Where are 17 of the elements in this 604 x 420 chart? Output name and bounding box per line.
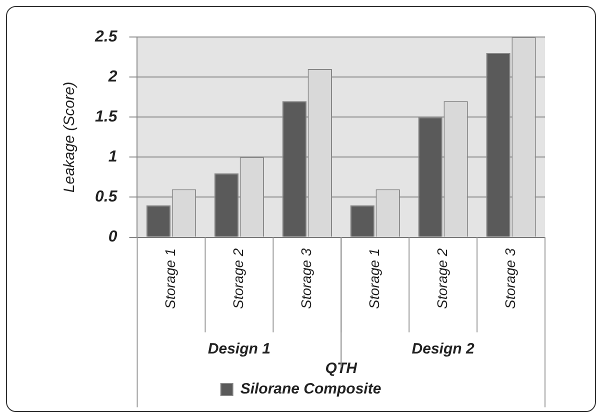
x-tick-label: Storage 1 bbox=[162, 248, 178, 310]
x-tick-label: Storage 3 bbox=[298, 248, 314, 310]
x-tick-label: Storage 3 bbox=[502, 248, 518, 310]
text: Design 2 bbox=[412, 340, 475, 358]
y-tick-label: 0.5 bbox=[94, 188, 118, 206]
x-tick-label: Storage 1 bbox=[366, 248, 382, 310]
y-tick-label: 0 bbox=[108, 228, 118, 246]
x-tick-label: Storage 2 bbox=[230, 248, 246, 310]
legend-label: Silorane Composite bbox=[240, 380, 382, 398]
x-axis-title: QTH bbox=[325, 360, 358, 378]
y-tick-label: 2 bbox=[107, 68, 118, 86]
y-tick-label: 2.5 bbox=[94, 28, 118, 46]
x-tick-label: Storage 2 bbox=[434, 248, 450, 310]
y-tick-label: 1.5 bbox=[94, 108, 118, 126]
text: Design 1 bbox=[208, 340, 270, 358]
y-axis-title: Leakage (Score) bbox=[61, 82, 78, 193]
y-tick-label: 1 bbox=[108, 148, 118, 166]
